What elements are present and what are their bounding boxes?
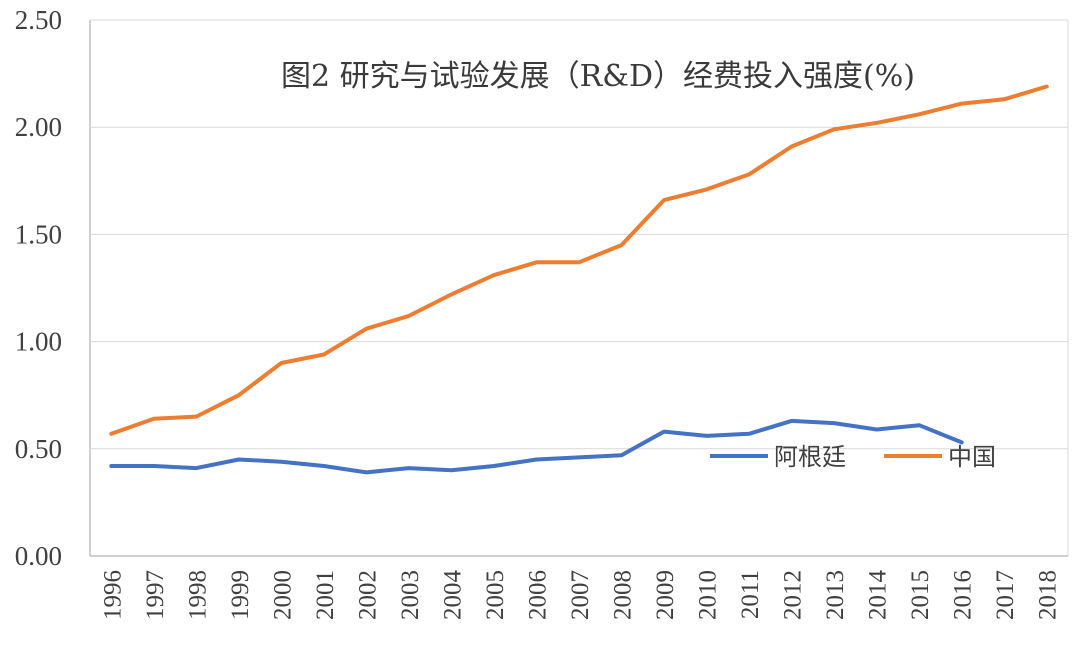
x-tick-label: 2002 xyxy=(354,570,381,620)
x-tick-label: 2007 xyxy=(567,570,594,620)
x-tick-label: 2011 xyxy=(737,570,764,619)
y-tick-label: 1.50 xyxy=(15,219,62,249)
y-tick-label: 2.50 xyxy=(15,5,62,35)
x-tick-label: 2006 xyxy=(524,570,551,620)
x-tick-label: 2008 xyxy=(610,570,637,620)
series-line-china xyxy=(109,84,1049,436)
legend-label: 中国 xyxy=(948,443,996,471)
x-tick-label: 2015 xyxy=(907,570,934,620)
x-tick-label: 2003 xyxy=(397,570,424,620)
series-line-argentina xyxy=(109,418,964,475)
y-tick-labels: 0.00 0.50 1.00 1.50 2.00 2.50 xyxy=(15,5,62,571)
legend-item-china: 中国 xyxy=(884,443,996,471)
x-tick-label: 1997 xyxy=(142,570,169,620)
x-tick-label: 2010 xyxy=(695,570,722,620)
legend-label: 阿根廷 xyxy=(774,443,846,471)
x-tick-label: 2016 xyxy=(950,570,977,620)
y-tick-label: 2.00 xyxy=(15,112,62,142)
x-tick-label: 2018 xyxy=(1035,570,1062,620)
x-tick-label: 2014 xyxy=(865,570,892,621)
x-tick-label: 1999 xyxy=(227,570,254,620)
y-tick-label: 0.00 xyxy=(15,541,62,571)
x-tick-label: 2001 xyxy=(312,570,339,620)
chart-title: 图2 研究与试验发展（R&D）经费投入强度(%) xyxy=(281,59,915,94)
x-tick-label: 2009 xyxy=(652,570,679,620)
x-tick-label: 2004 xyxy=(439,570,466,621)
x-tick-label: 2005 xyxy=(482,570,509,620)
x-tick-label: 1996 xyxy=(99,570,126,620)
x-tick-label: 2012 xyxy=(780,570,807,620)
y-tick-label: 0.50 xyxy=(15,434,62,464)
y-gridlines xyxy=(90,19,1068,557)
x-tick-label: 2000 xyxy=(269,570,296,620)
y-tick-label: 1.00 xyxy=(15,327,62,357)
x-tick-label: 2013 xyxy=(822,570,849,620)
legend-item-argentina: 阿根廷 xyxy=(710,443,846,471)
legend: 阿根廷 中国 xyxy=(710,443,996,471)
x-tick-label: 2017 xyxy=(992,570,1019,620)
x-tick-labels: 1996 1997 1998 1999 2000 2001 2002 2003 2004 2005… xyxy=(99,570,1061,621)
x-tick-label: 1998 xyxy=(184,570,211,620)
plot-area xyxy=(89,19,1069,556)
